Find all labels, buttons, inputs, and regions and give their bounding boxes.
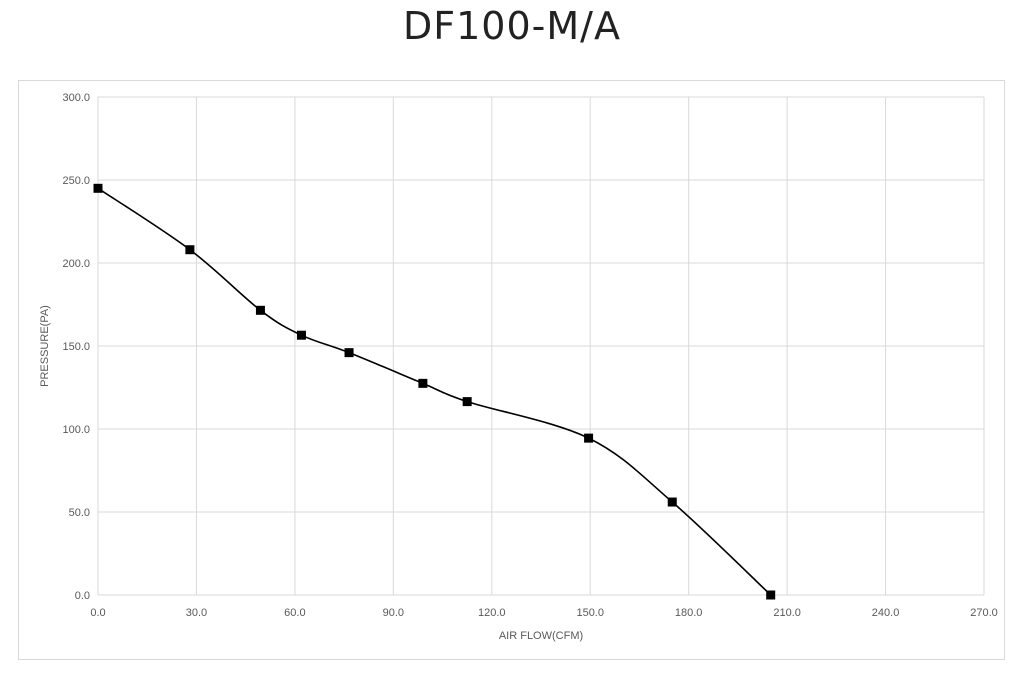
y-tick-label: 150.0: [62, 341, 90, 353]
x-tick-label: 60.0: [284, 607, 305, 619]
data-point-marker: [185, 245, 195, 255]
x-tick-label: 270.0: [970, 607, 998, 619]
y-tick-label: 50.0: [69, 507, 90, 519]
data-point-marker: [584, 433, 594, 443]
y-tick-label: 250.0: [62, 175, 90, 187]
series-line: [97, 187, 772, 596]
x-tick-label: 210.0: [773, 607, 801, 619]
y-tick-label: 200.0: [62, 258, 90, 270]
data-point-marker: [344, 348, 354, 358]
chart-title: DF100-M/A: [403, 4, 621, 48]
x-tick-label: 30.0: [186, 607, 207, 619]
data-point-marker: [766, 590, 776, 600]
y-tick-label: 100.0: [62, 424, 90, 436]
grid-lines: [97, 96, 985, 596]
data-point-marker: [296, 330, 306, 340]
series-layer: [93, 183, 776, 600]
x-tick-label: 240.0: [872, 607, 900, 619]
data-point-marker: [462, 397, 472, 407]
y-axis-title: PRESSURE(PA): [39, 305, 51, 387]
data-point-marker: [93, 183, 103, 193]
x-tick-label: 180.0: [675, 607, 703, 619]
x-axis-title: AIR FLOW(CFM): [499, 630, 583, 642]
y-axis-ticks: 0.0 50.0 100.0 150.0 200.0 250.0 300.0: [62, 92, 90, 602]
x-tick-label: 120.0: [478, 607, 506, 619]
y-tick-label: 300.0: [62, 92, 90, 104]
x-tick-label: 0.0: [90, 607, 105, 619]
data-point-marker: [667, 497, 677, 507]
data-point-marker: [418, 378, 428, 388]
data-point-marker: [255, 305, 265, 315]
chart-frame: [18, 80, 1005, 660]
x-tick-label: 90.0: [383, 607, 404, 619]
x-axis-ticks: 0.0 30.0 60.0 90.0 120.0 150.0 180.0 210.0 240.0…: [90, 607, 997, 619]
x-tick-label: 150.0: [576, 607, 604, 619]
y-tick-label: 0.0: [75, 590, 90, 602]
